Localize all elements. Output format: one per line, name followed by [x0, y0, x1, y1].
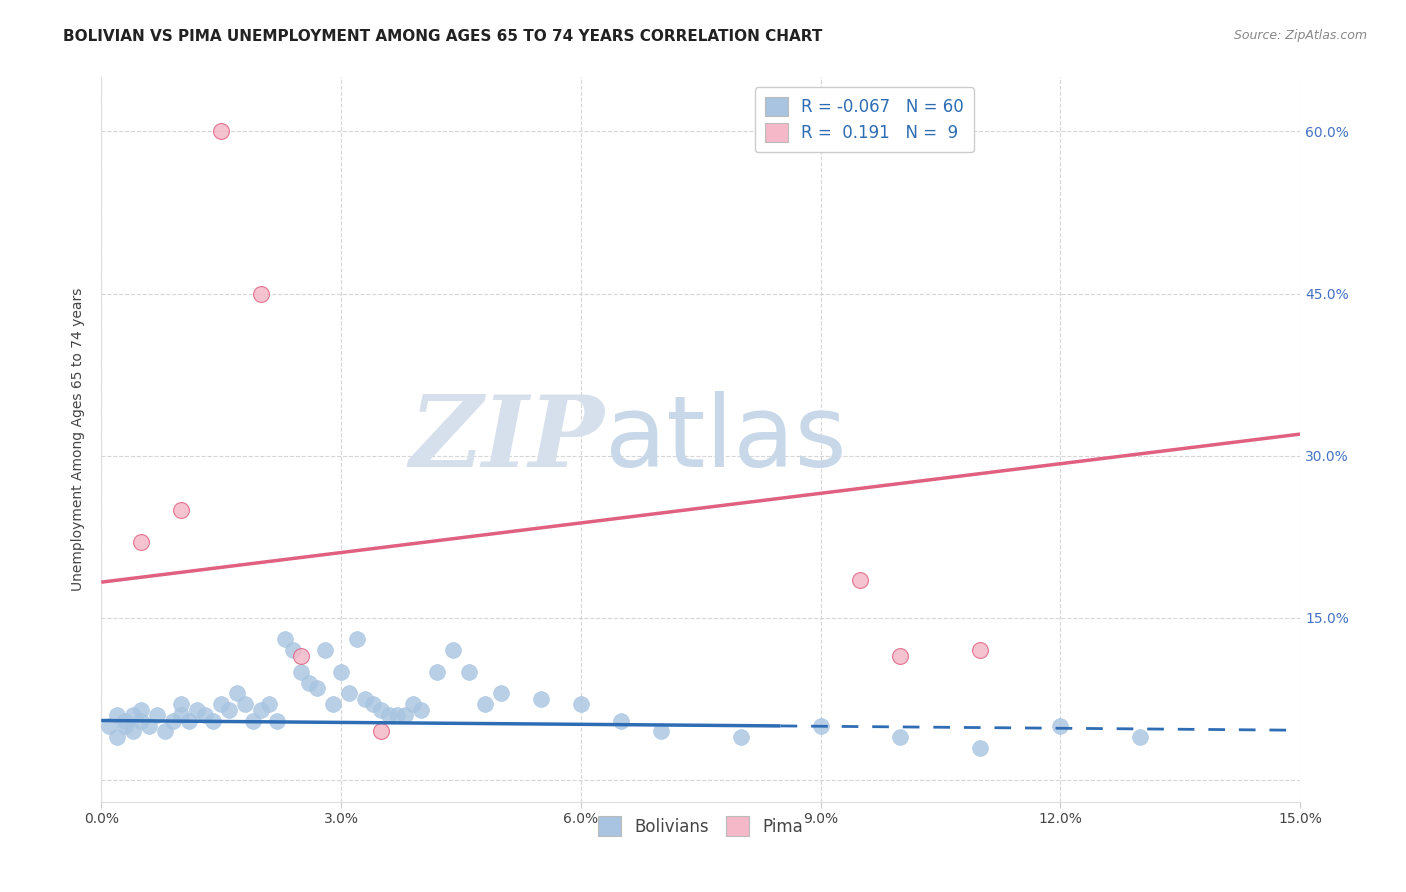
- Text: Source: ZipAtlas.com: Source: ZipAtlas.com: [1233, 29, 1367, 42]
- Point: [105, 730, 128, 744]
- Point: [274, 632, 297, 647]
- Point: [98, 719, 121, 733]
- Point: [209, 698, 232, 712]
- Point: [114, 714, 136, 728]
- Point: [153, 724, 176, 739]
- Point: [569, 698, 592, 712]
- Point: [218, 703, 240, 717]
- Point: [146, 708, 169, 723]
- Point: [138, 719, 160, 733]
- Point: [889, 730, 911, 744]
- Point: [530, 692, 553, 706]
- Text: atlas: atlas: [605, 391, 846, 488]
- Point: [209, 124, 232, 138]
- Point: [194, 708, 217, 723]
- Point: [489, 686, 512, 700]
- Point: [650, 724, 672, 739]
- Point: [129, 535, 152, 549]
- Point: [170, 502, 193, 516]
- Point: [969, 643, 991, 657]
- Point: [314, 643, 336, 657]
- Point: [426, 665, 449, 679]
- Point: [409, 703, 432, 717]
- Point: [202, 714, 225, 728]
- Point: [179, 714, 201, 728]
- Text: ZIP: ZIP: [409, 392, 605, 488]
- Point: [354, 692, 377, 706]
- Point: [330, 665, 353, 679]
- Point: [250, 286, 273, 301]
- Point: [233, 698, 256, 712]
- Point: [122, 708, 145, 723]
- Point: [385, 708, 408, 723]
- Legend: Bolivians, Pima: Bolivians, Pima: [589, 808, 811, 844]
- Point: [257, 698, 280, 712]
- Point: [402, 698, 425, 712]
- Point: [370, 703, 392, 717]
- Point: [170, 708, 193, 723]
- Point: [1129, 730, 1152, 744]
- Point: [849, 573, 872, 587]
- Point: [129, 714, 152, 728]
- Point: [969, 740, 991, 755]
- Point: [810, 719, 832, 733]
- Point: [378, 708, 401, 723]
- Point: [322, 698, 344, 712]
- Point: [250, 703, 273, 717]
- Point: [441, 643, 464, 657]
- Point: [290, 665, 312, 679]
- Point: [474, 698, 496, 712]
- Point: [170, 698, 193, 712]
- Point: [122, 724, 145, 739]
- Point: [281, 643, 304, 657]
- Point: [370, 724, 392, 739]
- Point: [361, 698, 384, 712]
- Point: [162, 714, 184, 728]
- Point: [346, 632, 368, 647]
- Point: [457, 665, 479, 679]
- Point: [226, 686, 249, 700]
- Point: [114, 719, 136, 733]
- Point: [889, 648, 911, 663]
- Point: [1049, 719, 1071, 733]
- Point: [298, 675, 321, 690]
- Point: [266, 714, 288, 728]
- Point: [305, 681, 328, 695]
- Point: [242, 714, 264, 728]
- Point: [186, 703, 208, 717]
- Point: [609, 714, 631, 728]
- Point: [129, 703, 152, 717]
- Point: [337, 686, 360, 700]
- Text: BOLIVIAN VS PIMA UNEMPLOYMENT AMONG AGES 65 TO 74 YEARS CORRELATION CHART: BOLIVIAN VS PIMA UNEMPLOYMENT AMONG AGES…: [63, 29, 823, 44]
- Point: [730, 730, 752, 744]
- Y-axis label: Unemployment Among Ages 65 to 74 years: Unemployment Among Ages 65 to 74 years: [72, 288, 86, 591]
- Point: [290, 648, 312, 663]
- Point: [105, 708, 128, 723]
- Point: [394, 708, 416, 723]
